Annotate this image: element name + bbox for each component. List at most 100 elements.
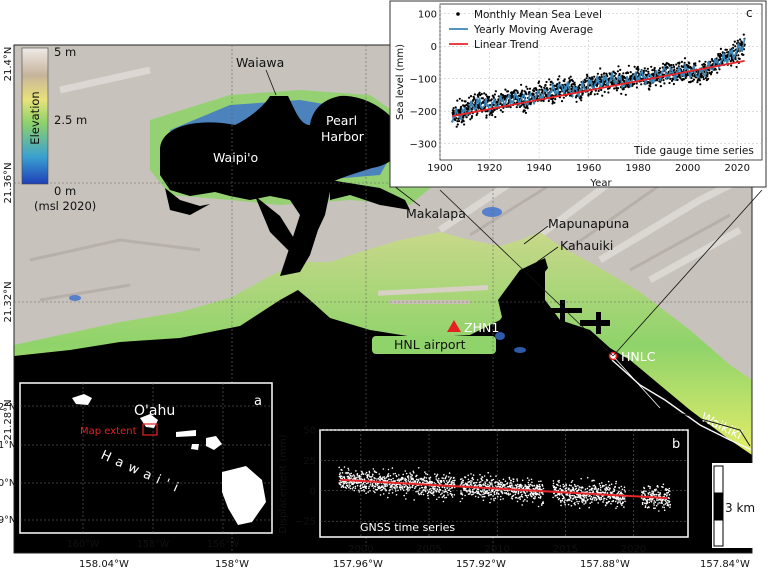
monthly-point [455, 125, 458, 128]
gnss-point [470, 482, 473, 484]
gnss-point [537, 496, 540, 499]
inset-a-lon-tick: 160°W [67, 539, 100, 550]
gnss-point [397, 479, 399, 482]
gnss-point [510, 484, 513, 487]
gnss-point [339, 482, 341, 485]
monthly-point [620, 92, 623, 95]
monthly-point [706, 75, 709, 78]
monthly-point [687, 64, 690, 67]
gnss-point [599, 499, 601, 501]
gnss-point [474, 481, 476, 484]
gnss-point [464, 476, 467, 479]
gnss-point [612, 499, 615, 502]
monthly-point [591, 77, 594, 80]
gnss-point [402, 473, 405, 476]
gnss-point [445, 480, 448, 482]
gnss-point [575, 485, 577, 488]
gnss-point [359, 485, 362, 488]
gnss-point [361, 484, 363, 486]
gnss-point [340, 481, 343, 484]
gnss-point [525, 495, 528, 497]
monthly-point [694, 62, 697, 65]
gnss-point [389, 488, 391, 491]
gnss-point [662, 483, 665, 486]
gnss-point [572, 497, 575, 500]
gnss-point [662, 498, 664, 501]
gnss-point [444, 496, 446, 499]
gnss-point [348, 473, 351, 475]
gnss-point [561, 499, 563, 502]
gnss-point [504, 483, 506, 486]
gnss-point [652, 490, 655, 493]
gnss-point [613, 490, 615, 492]
gnss-point [588, 489, 591, 491]
gnss-point [368, 470, 371, 473]
monthly-point [454, 119, 457, 122]
gnss-point [472, 491, 474, 493]
gnss-point [409, 480, 412, 482]
gnss-point [664, 499, 666, 501]
gnss-point [437, 477, 440, 480]
honolulu-harbor-piers [548, 300, 610, 334]
y-tick-label: 0 [431, 42, 437, 53]
monthly-point [665, 61, 668, 65]
x-tick-label: 1940 [526, 163, 551, 174]
monthly-point [483, 92, 486, 95]
gnss-point [510, 479, 512, 482]
leader-line [265, 69, 277, 96]
gnss-point [497, 485, 500, 488]
monthly-point [456, 123, 459, 126]
gnss-point [529, 483, 532, 486]
monthly-point [600, 88, 603, 92]
gnss-point [360, 473, 363, 476]
monthly-point [646, 67, 650, 70]
monthly-point [480, 92, 483, 96]
monthly-point [666, 66, 669, 69]
gnss-point [608, 489, 610, 491]
gnss-point [562, 489, 564, 492]
monthly-point [562, 96, 565, 99]
monthly-point [684, 76, 687, 80]
gnss-point [405, 480, 407, 483]
monthly-point [649, 85, 652, 88]
gnss-point [423, 487, 426, 489]
gnss-point [669, 504, 672, 506]
gnss-point [491, 482, 493, 484]
monthly-point [547, 99, 550, 103]
monthly-point [626, 71, 630, 75]
longitude-tick-labels: 158.04°W 158°W 157.96°W 157.92°W 157.88°… [79, 559, 750, 570]
gnss-point [354, 477, 357, 479]
gnss-point [643, 487, 646, 490]
gnss-point [409, 476, 412, 478]
gnss-point [597, 489, 599, 491]
monthly-point [494, 90, 497, 93]
gnss-point [659, 493, 662, 495]
gnss-point [426, 489, 428, 491]
gnss-point [342, 484, 344, 487]
monthly-point [699, 83, 702, 86]
gnss-point [382, 485, 384, 487]
monthly-point [507, 90, 510, 93]
lon-tick: 157.92°W [456, 559, 506, 570]
gnss-point [591, 487, 594, 490]
gnss-point [387, 468, 390, 471]
gnss-point [430, 488, 432, 490]
gnss-point [493, 499, 495, 502]
molokai-island [176, 430, 196, 437]
monthly-point [603, 90, 606, 93]
monthly-point [600, 73, 603, 76]
gnss-point [343, 466, 346, 468]
monthly-point [563, 78, 566, 81]
gnss-point [607, 480, 610, 483]
monthly-point [659, 80, 662, 83]
gnss-station-zhn1: ZHN1 [447, 320, 499, 335]
gnss-point [559, 485, 562, 487]
gnss-point [553, 485, 556, 488]
gnss-point [654, 501, 657, 504]
gnss-point [361, 472, 364, 474]
inset-c-y-ticks: 100 0 −100 −200 −300 [410, 9, 437, 150]
monthly-point [670, 63, 673, 67]
gnss-point [499, 498, 502, 501]
gnss-point [368, 472, 371, 474]
monthly-point [454, 106, 457, 109]
